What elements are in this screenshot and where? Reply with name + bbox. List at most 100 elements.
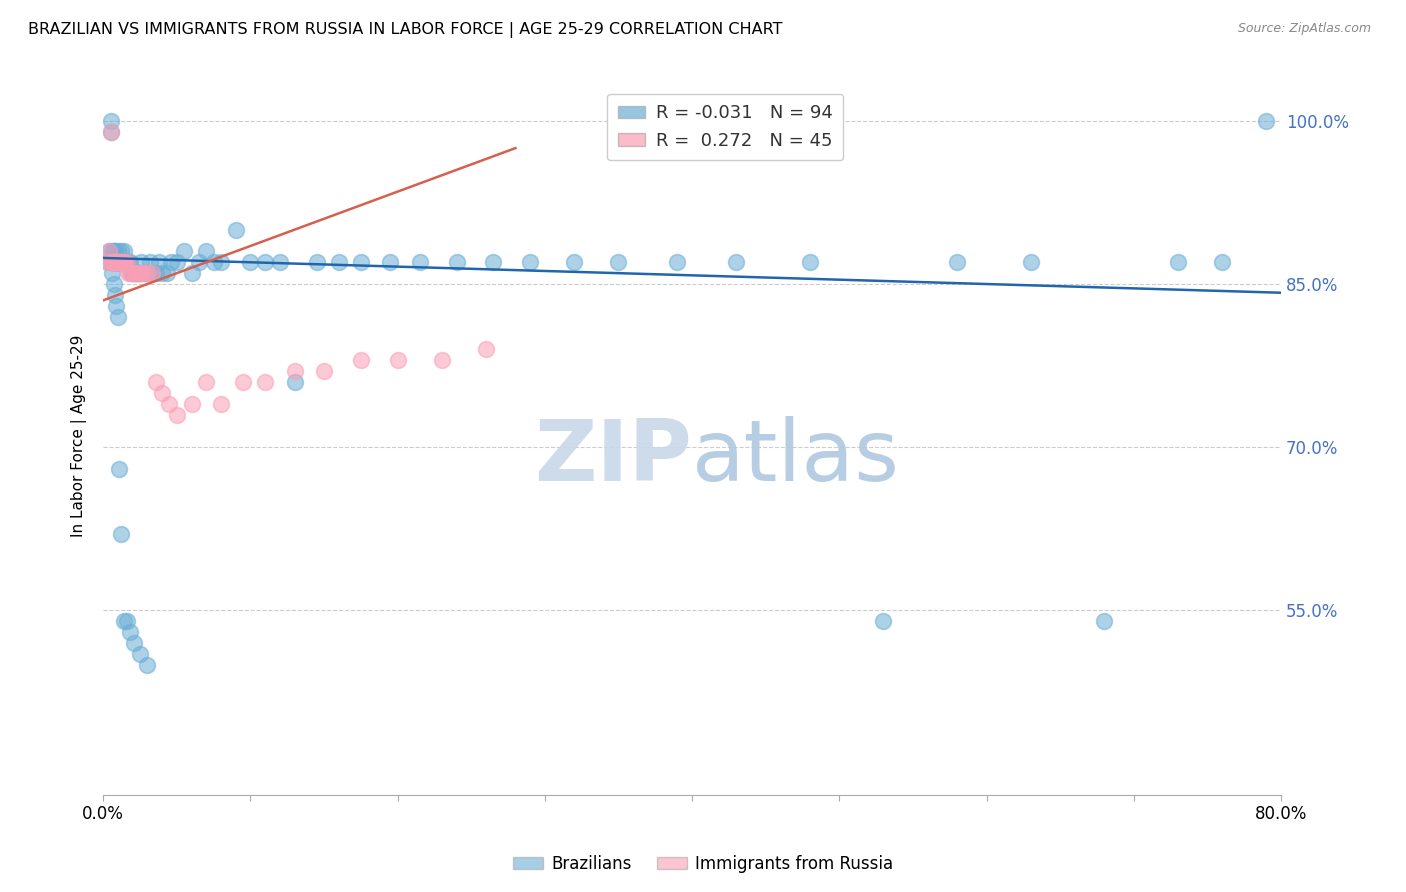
Point xyxy=(269,255,291,269)
Point xyxy=(104,255,127,269)
Point xyxy=(124,266,146,280)
Point xyxy=(129,647,152,661)
Point xyxy=(1019,255,1042,269)
Point xyxy=(131,255,153,269)
Point xyxy=(562,255,585,269)
Point xyxy=(115,255,138,269)
Point xyxy=(98,244,121,259)
Point xyxy=(607,255,630,269)
Point xyxy=(136,266,159,280)
Point xyxy=(105,255,128,269)
Point xyxy=(114,255,136,269)
Point xyxy=(1211,255,1233,269)
Point xyxy=(104,244,127,259)
Point xyxy=(312,364,335,378)
Point xyxy=(254,375,277,389)
Point xyxy=(122,636,145,650)
Point xyxy=(350,353,373,368)
Point xyxy=(105,299,128,313)
Point xyxy=(129,266,152,280)
Point xyxy=(141,266,163,280)
Point xyxy=(150,385,173,400)
Point xyxy=(115,255,138,269)
Point xyxy=(100,125,122,139)
Point xyxy=(111,255,134,269)
Point xyxy=(519,255,541,269)
Point xyxy=(1092,614,1115,628)
Point xyxy=(159,397,181,411)
Point xyxy=(872,614,894,628)
Text: ZIP: ZIP xyxy=(534,417,692,500)
Point xyxy=(111,255,134,269)
Point xyxy=(110,255,132,269)
Point xyxy=(124,266,146,280)
Point xyxy=(104,255,127,269)
Point xyxy=(111,255,134,269)
Point xyxy=(136,657,159,672)
Point xyxy=(101,266,124,280)
Point xyxy=(232,375,254,389)
Text: BRAZILIAN VS IMMIGRANTS FROM RUSSIA IN LABOR FORCE | AGE 25-29 CORRELATION CHART: BRAZILIAN VS IMMIGRANTS FROM RUSSIA IN L… xyxy=(28,22,783,38)
Point xyxy=(112,255,135,269)
Point xyxy=(98,244,121,259)
Point xyxy=(409,255,432,269)
Point xyxy=(103,244,125,259)
Point xyxy=(107,255,129,269)
Point xyxy=(108,255,131,269)
Point xyxy=(101,255,124,269)
Point xyxy=(118,624,141,639)
Point xyxy=(105,255,128,269)
Point xyxy=(187,255,209,269)
Point xyxy=(122,266,145,280)
Point xyxy=(103,255,125,269)
Point xyxy=(150,266,173,280)
Point xyxy=(209,255,232,269)
Point xyxy=(117,266,139,280)
Point xyxy=(239,255,262,269)
Point xyxy=(180,397,202,411)
Point xyxy=(666,255,689,269)
Point xyxy=(101,244,124,259)
Point xyxy=(160,255,183,269)
Point xyxy=(110,527,132,541)
Point xyxy=(1256,114,1278,128)
Point xyxy=(114,255,136,269)
Point xyxy=(115,255,138,269)
Point xyxy=(107,255,129,269)
Point xyxy=(284,364,307,378)
Point xyxy=(105,255,128,269)
Point xyxy=(97,255,120,269)
Point xyxy=(110,244,132,259)
Point xyxy=(225,222,247,236)
Point xyxy=(117,255,139,269)
Point xyxy=(110,255,132,269)
Point xyxy=(107,255,129,269)
Point xyxy=(446,255,468,269)
Point xyxy=(121,266,143,280)
Point xyxy=(166,408,188,422)
Point xyxy=(173,244,195,259)
Point xyxy=(131,266,153,280)
Point xyxy=(104,255,127,269)
Point xyxy=(139,255,162,269)
Point xyxy=(104,255,127,269)
Point xyxy=(118,266,141,280)
Point xyxy=(105,255,128,269)
Point xyxy=(946,255,969,269)
Point xyxy=(134,266,156,280)
Point xyxy=(108,462,131,476)
Point xyxy=(115,614,138,628)
Point xyxy=(350,255,373,269)
Point xyxy=(112,255,135,269)
Point xyxy=(387,353,409,368)
Point xyxy=(134,266,156,280)
Point xyxy=(112,614,135,628)
Point xyxy=(114,255,136,269)
Point xyxy=(101,255,124,269)
Point xyxy=(108,255,131,269)
Point xyxy=(148,255,170,269)
Point xyxy=(121,266,143,280)
Point xyxy=(101,255,124,269)
Legend: R = -0.031   N = 94, R =  0.272   N = 45: R = -0.031 N = 94, R = 0.272 N = 45 xyxy=(607,94,844,161)
Point xyxy=(125,266,148,280)
